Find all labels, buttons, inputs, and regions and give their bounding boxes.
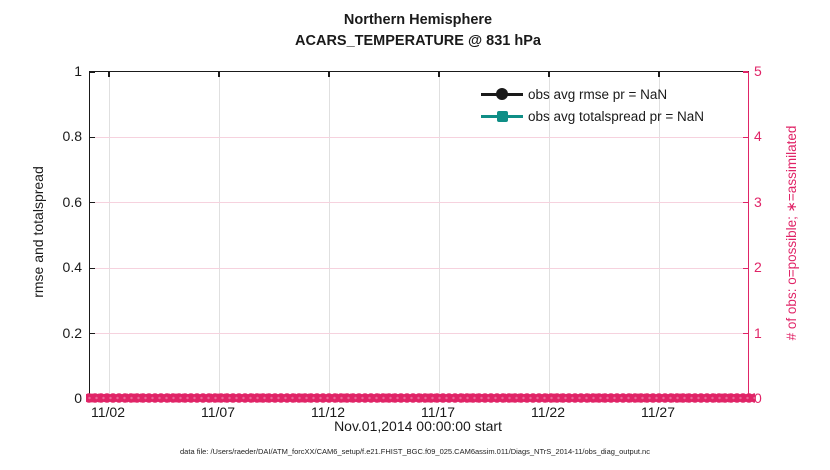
left-y-tick-mark	[90, 136, 95, 139]
right-y-tick-mark	[743, 267, 748, 269]
x-gridline	[658, 72, 660, 399]
x-tick-label: 11/07	[201, 404, 235, 420]
y-gridline	[90, 333, 748, 335]
left-y-tick-mark	[90, 71, 95, 73]
right-y-tick-label: 2	[754, 259, 762, 276]
x-tick-mark	[658, 72, 660, 77]
legend-entry: obs avg totalspread pr = NaN	[481, 105, 704, 127]
x-tick-label: 11/12	[311, 404, 345, 420]
x-gridline	[548, 72, 550, 399]
right-y-tick-label: 1	[754, 324, 762, 341]
obs-count-markers-at-zero	[86, 392, 755, 404]
left-y-tick-label: 0.2	[62, 324, 82, 341]
y-gridline	[90, 136, 748, 138]
x-tick-mark	[218, 72, 220, 77]
x-gridline	[438, 72, 440, 399]
square-marker-icon	[497, 111, 508, 122]
x-tick-label: 11/22	[531, 404, 565, 420]
circle-marker-icon	[496, 88, 508, 100]
x-gridline	[218, 72, 220, 399]
legend-entry-label: obs avg rmse pr = NaN	[528, 86, 668, 102]
y-gridline	[90, 267, 748, 269]
legend-swatch	[481, 87, 523, 101]
y-gridline	[90, 202, 748, 204]
left-y-tick-mark	[90, 202, 95, 204]
x-gridline	[108, 72, 110, 399]
right-y-tick-mark	[743, 332, 748, 335]
data-file-path: data file: /Users/raeder/DAI/ATM_forcXX/…	[180, 447, 650, 456]
x-tick-mark	[328, 72, 330, 77]
x-tick-label: 11/27	[641, 404, 675, 420]
right-y-tick-mark	[743, 202, 748, 204]
x-gridline	[328, 72, 330, 399]
legend-swatch	[481, 109, 523, 123]
left-y-tick-label: 0.8	[62, 128, 82, 145]
left-y-tick-label: 0	[74, 390, 82, 406]
right-y-tick-label: 5	[754, 63, 762, 79]
x-axis-label: Nov.01,2014 00:00:00 start	[334, 418, 502, 434]
x-tick-label: 11/02	[91, 404, 125, 420]
x-tick-mark	[108, 72, 110, 77]
left-y-tick-mark	[90, 267, 95, 269]
legend-entry: obs avg rmse pr = NaN	[481, 83, 704, 105]
right-y-tick-label: 0	[754, 390, 762, 406]
right-y-axis-label: # of obs: o=possible; ∗=assimilated	[784, 125, 799, 341]
left-y-tick-mark	[90, 332, 95, 335]
legend: obs avg rmse pr = NaN obs avg totalspread…	[481, 83, 704, 127]
x-tick-mark	[548, 72, 550, 77]
left-y-tick-label: 0.4	[62, 259, 82, 276]
right-y-tick-mark	[743, 71, 748, 73]
right-y-tick-label: 3	[754, 193, 762, 210]
left-y-tick-label: 0.6	[62, 193, 82, 210]
chart-title-region: Northern Hemisphere	[343, 12, 493, 28]
chart-title-block: Northern Hemisphere ACARS_TEMPERATURE @ …	[89, 10, 747, 52]
x-tick-mark	[438, 72, 440, 77]
x-tick-label: 11/17	[421, 404, 455, 420]
right-y-tick-mark	[743, 136, 748, 139]
right-y-tick-label: 4	[754, 128, 762, 145]
chart-title-variable: ACARS_TEMPERATURE @ 831 hPa	[295, 33, 541, 49]
legend-entry-label: obs avg totalspread pr = NaN	[528, 108, 704, 124]
left-y-tick-label: 1	[74, 63, 82, 79]
